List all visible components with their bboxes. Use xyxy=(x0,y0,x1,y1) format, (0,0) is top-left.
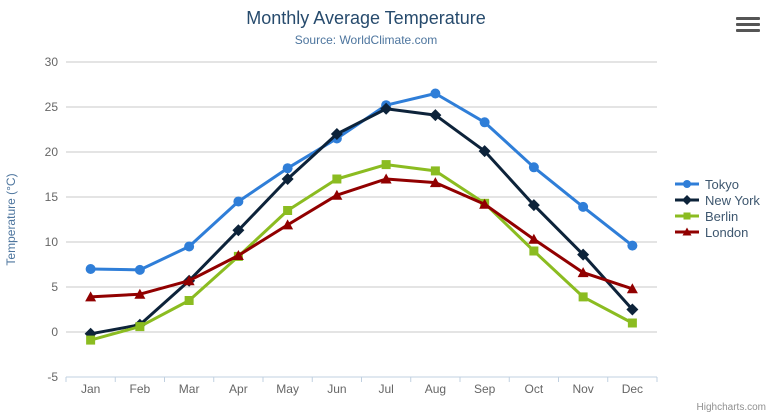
series-marker[interactable] xyxy=(577,267,589,278)
highcharts-credit[interactable]: Highcharts.com xyxy=(696,402,766,413)
legend-item-new-york[interactable]: New York xyxy=(674,192,760,208)
series-marker[interactable] xyxy=(135,322,145,332)
series-marker[interactable] xyxy=(381,160,391,170)
hamburger-icon xyxy=(736,28,760,32)
series-berlin-line xyxy=(89,163,634,342)
series-tokyo[interactable] xyxy=(85,88,638,275)
chart-subtitle: Source: WorldClimate.com xyxy=(294,33,438,47)
legend-label: New York xyxy=(705,192,760,208)
y-axis-label: 15 xyxy=(45,190,59,204)
x-axis-label: Sep xyxy=(474,382,496,396)
series-marker[interactable] xyxy=(380,173,392,184)
series-new-york[interactable] xyxy=(84,102,639,340)
y-axis-label: 10 xyxy=(45,235,59,249)
series-marker[interactable] xyxy=(282,163,293,174)
series-marker[interactable] xyxy=(184,296,194,305)
legend-square-icon xyxy=(675,212,699,220)
series-marker[interactable] xyxy=(683,180,691,188)
series-marker[interactable] xyxy=(232,224,245,237)
series-marker[interactable] xyxy=(331,189,343,200)
series-marker[interactable] xyxy=(429,177,441,188)
series-marker[interactable] xyxy=(529,246,539,256)
series-marker[interactable] xyxy=(283,206,293,215)
series-marker[interactable] xyxy=(85,291,97,302)
x-axis-label: Nov xyxy=(572,382,593,396)
series-marker[interactable] xyxy=(184,241,195,252)
series-marker[interactable] xyxy=(682,195,692,205)
x-axis-label: Apr xyxy=(229,382,248,396)
hamburger-icon xyxy=(736,22,760,27)
x-axis-label: Aug xyxy=(425,382,446,396)
x-axis-label: Feb xyxy=(130,382,151,396)
series-marker[interactable] xyxy=(479,117,490,128)
series-marker[interactable] xyxy=(86,335,96,345)
legend-item-berlin[interactable]: Berlin xyxy=(674,208,760,224)
series-marker[interactable] xyxy=(578,292,588,302)
series-marker[interactable] xyxy=(85,264,96,274)
series-new-york-line xyxy=(89,107,634,336)
series-marker[interactable] xyxy=(134,264,145,275)
series-marker[interactable] xyxy=(626,283,638,294)
series-marker[interactable] xyxy=(682,227,692,236)
series-marker[interactable] xyxy=(430,166,440,176)
x-axis-label: Jun xyxy=(327,382,346,396)
series-marker[interactable] xyxy=(282,219,294,230)
legend-circle-icon xyxy=(675,180,699,188)
hamburger-icon xyxy=(736,17,760,21)
series-marker[interactable] xyxy=(332,174,342,184)
y-axis-label: -5 xyxy=(47,370,58,384)
x-axis-label: Mar xyxy=(179,382,200,396)
x-axis-label: Oct xyxy=(525,382,544,396)
x-axis-label: May xyxy=(276,382,299,396)
series-london[interactable] xyxy=(85,173,638,302)
export-menu-button[interactable] xyxy=(736,17,760,32)
series-marker[interactable] xyxy=(683,212,691,220)
series-marker[interactable] xyxy=(429,109,442,122)
y-axis-label: 5 xyxy=(51,280,58,294)
y-axis-title: Temperature (°C) xyxy=(4,173,18,265)
y-axis-label: 0 xyxy=(51,325,58,339)
series-marker[interactable] xyxy=(627,240,638,251)
series-marker[interactable] xyxy=(528,162,539,173)
legend: Tokyo New York Berlin London xyxy=(674,176,760,240)
series-marker[interactable] xyxy=(478,145,491,158)
series-marker[interactable] xyxy=(626,303,639,316)
series-marker[interactable] xyxy=(134,288,146,299)
series-marker[interactable] xyxy=(627,318,637,328)
series-marker[interactable] xyxy=(577,248,590,261)
series-marker[interactable] xyxy=(232,250,244,260)
legend-label: London xyxy=(705,224,749,240)
series-marker[interactable] xyxy=(330,128,343,140)
legend-diamond-icon xyxy=(675,195,699,205)
series-london-line xyxy=(89,177,634,299)
series-marker[interactable] xyxy=(528,233,540,244)
series-marker[interactable] xyxy=(380,102,393,115)
x-axis-label: Dec xyxy=(622,382,643,396)
series-marker[interactable] xyxy=(233,196,244,207)
series-marker[interactable] xyxy=(578,201,589,212)
y-axis-label: 20 xyxy=(45,145,59,159)
legend-triangle-icon xyxy=(675,227,699,236)
legend-item-london[interactable]: London xyxy=(674,224,760,240)
legend-label: Tokyo xyxy=(705,176,739,192)
series-marker[interactable] xyxy=(281,173,294,185)
x-axis-label: Jan xyxy=(81,382,100,396)
y-axis-label: 25 xyxy=(45,100,59,114)
legend-item-tokyo[interactable]: Tokyo xyxy=(674,176,760,192)
chart-title: Monthly Average Temperature xyxy=(246,8,486,28)
legend-label: Berlin xyxy=(705,208,739,224)
series-marker[interactable] xyxy=(527,199,540,212)
series-marker[interactable] xyxy=(183,275,195,286)
series-marker[interactable] xyxy=(430,88,441,99)
y-axis-label: 30 xyxy=(45,55,59,69)
series-marker[interactable] xyxy=(479,198,491,209)
x-axis-label: Jul xyxy=(378,382,393,396)
